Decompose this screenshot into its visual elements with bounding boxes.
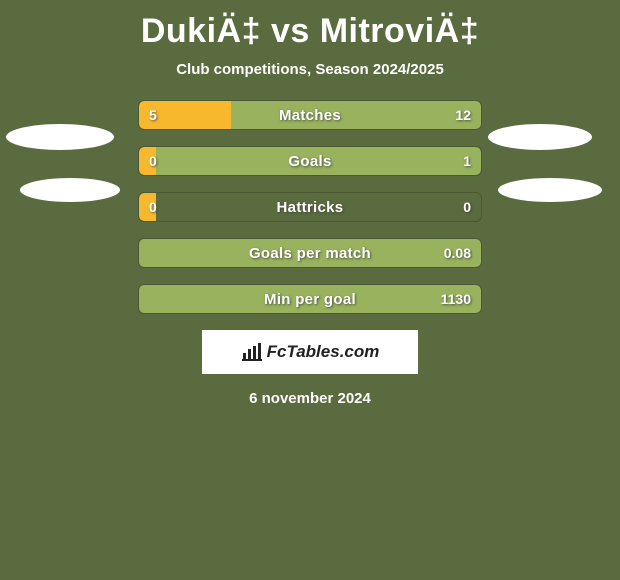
- stat-bar-left: [139, 101, 231, 129]
- decor-ellipse-0: [6, 124, 114, 150]
- stat-row: 0.08Goals per match: [138, 238, 482, 268]
- decor-ellipse-3: [498, 178, 602, 202]
- page-title: DukiÄ‡ vs MitroviÄ‡: [0, 0, 620, 51]
- stat-label: Hattricks: [139, 193, 481, 221]
- decor-ellipse-2: [488, 124, 592, 150]
- date-line: 6 november 2024: [0, 390, 620, 407]
- stat-row: 00Hattricks: [138, 192, 482, 222]
- subtitle: Club competitions, Season 2024/2025: [0, 61, 620, 78]
- attribution-text: FcTables.com: [267, 342, 380, 362]
- stat-row: 01Goals: [138, 146, 482, 176]
- attribution-box[interactable]: FcTables.com: [202, 330, 418, 374]
- stat-bar-left: [139, 193, 156, 221]
- stat-bar-right: [139, 285, 481, 313]
- stat-bar-right: [156, 147, 481, 175]
- stat-row: 1130Min per goal: [138, 284, 482, 314]
- stat-bar-right: [231, 101, 481, 129]
- stat-value-right: 0: [463, 193, 471, 221]
- stat-row: 512Matches: [138, 100, 482, 130]
- decor-ellipse-1: [20, 178, 120, 202]
- bar-chart-icon: [241, 343, 263, 361]
- stat-bar-right: [139, 239, 481, 267]
- stat-bar-left: [139, 147, 156, 175]
